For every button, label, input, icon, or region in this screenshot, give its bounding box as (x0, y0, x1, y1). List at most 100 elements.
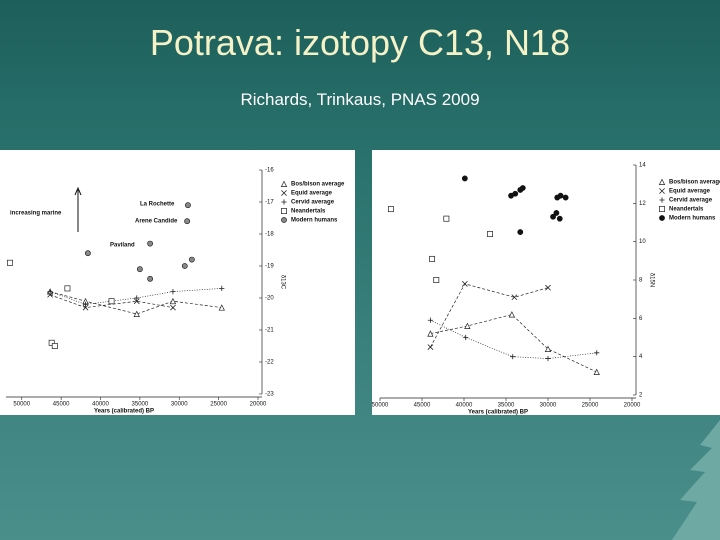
chart-left: -23 -22 -21 -20 -19 -18 -17 -16 50000 45000 40000 3… (6, 168, 345, 415)
marker-x (427, 344, 434, 350)
x-axis-label: Years (calibrated) BP (94, 409, 154, 415)
marker-x (511, 294, 518, 301)
annotation: increasing marine (10, 211, 62, 217)
marker-circle (562, 194, 569, 201)
marker-circle (184, 218, 191, 225)
y-tick-label: 14 (639, 163, 646, 169)
series-line (49, 294, 174, 308)
marker-x (461, 280, 468, 287)
marker-x (133, 298, 140, 305)
marker-triangle (218, 304, 225, 311)
marker-square (281, 208, 287, 214)
marker-circle (557, 192, 564, 199)
x-tick-label: 25000 (582, 403, 599, 409)
marker-circle (659, 215, 665, 221)
y-tick-label: -16 (265, 168, 274, 174)
legend-label: Cervid average (291, 200, 335, 206)
y-tick-label: 12 (639, 201, 646, 207)
chart-right: 2 4 6 8 10 12 14 50000 45000 40000 35000 30000 25000… (372, 163, 720, 416)
marker-triangle (544, 345, 552, 352)
chart-image-left (0, 150, 355, 415)
annotation: La Rochette (140, 202, 175, 208)
marker-square (387, 206, 394, 213)
y-axis-label: δ13C (279, 275, 285, 290)
x-tick-label: 35000 (132, 402, 149, 408)
marker-circle (185, 202, 191, 209)
marker-circle (461, 175, 468, 182)
y-tick-label: -21 (265, 328, 274, 334)
marker-triangle (658, 178, 666, 185)
marker-plus (594, 350, 600, 356)
marker-plus (82, 301, 89, 307)
arrow (74, 186, 82, 232)
marker-circle (281, 217, 287, 223)
marker-plus (427, 317, 433, 323)
marker-circle (550, 213, 556, 220)
marker-circle (512, 190, 519, 197)
marker-circle (553, 210, 560, 216)
marker-circle (517, 229, 524, 235)
x-tick-label: 40000 (92, 402, 109, 408)
x-tick-label: 30000 (540, 403, 557, 409)
x-axis-label: Years (calibrated) BP (468, 410, 528, 416)
marker-triangle (593, 368, 600, 375)
marker-square (48, 339, 55, 346)
marker-triangle (464, 322, 471, 329)
marker-plus (545, 355, 551, 362)
legend-label: Bos/bison average (291, 182, 345, 188)
marker-square (433, 277, 440, 283)
decoration (672, 420, 720, 540)
y-tick-label: -23 (265, 392, 274, 398)
marker-x (82, 304, 89, 311)
marker-circle (147, 240, 154, 247)
marker-plus (510, 354, 516, 360)
legend-label: Modern humans (291, 218, 338, 224)
marker-square (64, 285, 71, 292)
y-tick-label: 4 (639, 354, 643, 360)
marker-plus (170, 289, 176, 295)
marker-circle (85, 250, 91, 257)
slide-title: Potrava: izotopy C13, N18 (149, 22, 571, 63)
marker-triangle (427, 330, 434, 337)
y-tick-label: -20 (265, 296, 274, 302)
marker-triangle (508, 311, 516, 318)
legend-label: Cervid average (669, 198, 713, 204)
marker-triangle (169, 297, 177, 305)
marker-x (281, 190, 287, 196)
marker-plus (659, 197, 665, 203)
marker-x (659, 188, 665, 194)
marker-circle (519, 185, 526, 191)
x-tick-label: 50000 (13, 402, 30, 408)
legend-label: Modern humans (669, 216, 716, 222)
marker-square (51, 343, 58, 349)
x-tick-label: 45000 (53, 402, 70, 408)
marker-plus (219, 285, 225, 291)
y-tick-label: 10 (639, 239, 646, 245)
marker-circle (188, 256, 195, 263)
y-axis-label: δ15N (648, 273, 654, 287)
series-line (430, 314, 597, 373)
legend-label: Equid average (669, 189, 711, 195)
marker-plus (47, 289, 53, 295)
y-tick-label: -17 (265, 200, 274, 206)
series-line (430, 283, 549, 348)
x-tick-label: 30000 (171, 402, 188, 408)
y-tick-label: 2 (639, 393, 643, 399)
marker-triangle (133, 310, 140, 317)
marker-square (487, 231, 493, 237)
legend-label: Bos/bison average (669, 180, 720, 186)
marker-square (443, 215, 450, 222)
series-line (49, 288, 222, 305)
y-tick-label: 6 (639, 316, 643, 322)
chart-image-right (372, 150, 720, 415)
marker-x (47, 291, 53, 298)
marker-square (659, 206, 665, 212)
x-tick-label: 25000 (210, 402, 227, 408)
x-tick-label: 50000 (372, 403, 389, 409)
slide-subtitle: Richards, Trinkaus, PNAS 2009 (240, 90, 480, 109)
x-tick-label: 20000 (250, 402, 267, 408)
x-tick-label: 35000 (498, 403, 515, 409)
marker-circle (136, 266, 143, 273)
marker-x (170, 304, 176, 311)
